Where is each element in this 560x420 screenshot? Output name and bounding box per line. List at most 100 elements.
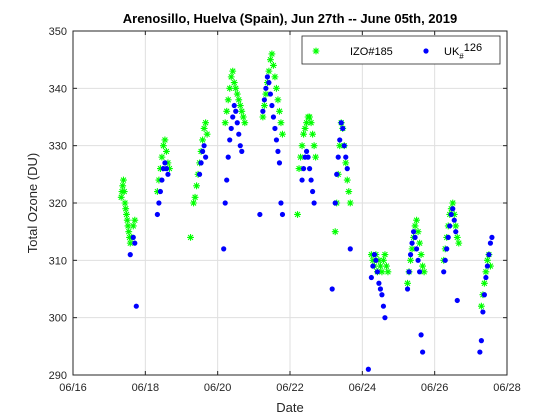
data-point-uk126 (445, 234, 451, 240)
data-point-izo185 (414, 228, 422, 236)
x-tick-label: 06/24 (349, 382, 377, 394)
data-point-izo185 (236, 102, 244, 109)
data-point-izo185 (163, 148, 170, 155)
data-point-uk126 (279, 211, 286, 218)
data-point-uk126 (415, 257, 421, 263)
data-point-uk126 (273, 137, 280, 143)
data-point-izo185 (166, 165, 173, 172)
legend-label-uk126-sup: 126 (464, 42, 482, 54)
data-point-izo185 (482, 268, 490, 276)
data-point-uk126 (196, 171, 203, 177)
data-point-izo185 (453, 234, 461, 241)
data-point-izo185 (295, 165, 303, 172)
data-point-uk126 (130, 234, 136, 240)
y-axis-title: Total Ozone (DU) (25, 153, 40, 253)
data-point-izo185 (384, 268, 392, 276)
data-point-uk126 (442, 257, 448, 263)
data-point-izo185 (273, 84, 280, 92)
data-point-uk126 (222, 200, 228, 206)
data-point-uk126 (413, 246, 420, 252)
data-point-uk126 (416, 269, 423, 275)
data-point-uk126 (257, 211, 263, 218)
data-point-izo185 (369, 256, 377, 264)
data-point-izo185 (241, 119, 249, 127)
data-point-uk126 (269, 102, 275, 109)
x-tick-label: 06/22 (276, 382, 304, 394)
data-point-izo185 (120, 176, 127, 184)
data-point-izo185 (416, 239, 423, 247)
data-point-uk126 (159, 177, 165, 183)
data-point-izo185 (123, 216, 131, 224)
data-point-uk126 (420, 349, 426, 355)
data-point-izo185 (230, 79, 238, 86)
data-point-izo185 (279, 130, 286, 138)
data-point-uk126 (127, 252, 133, 258)
data-point-uk126 (477, 349, 483, 355)
data-point-izo185 (123, 211, 130, 218)
data-point-izo185 (301, 125, 309, 132)
data-point-uk126 (483, 274, 489, 281)
data-point-uk126 (444, 246, 450, 252)
data-point-uk126 (201, 143, 207, 149)
data-point-uk126 (365, 366, 371, 372)
data-point-uk126 (276, 160, 283, 166)
data-point-uk126 (337, 137, 343, 143)
x-tick-label: 06/18 (132, 382, 160, 394)
data-point-izo185 (268, 50, 276, 58)
data-point-uk126 (334, 171, 340, 177)
data-point-uk126 (484, 263, 491, 269)
data-point-uk126 (162, 160, 168, 166)
data-point-uk126 (275, 148, 281, 154)
data-point-izo185 (312, 153, 320, 161)
legend: IZO#185 UK#126 (301, 35, 501, 65)
legend-label-uk126-sub: # (459, 52, 464, 61)
data-point-izo185 (129, 222, 137, 230)
data-point-izo185 (294, 211, 301, 218)
chart-title: Arenosillo, Huelva (Spain), Jun 27th -- … (123, 11, 457, 26)
data-point-izo185 (377, 262, 384, 270)
data-point-uk126 (308, 177, 314, 183)
data-point-izo185 (160, 142, 167, 150)
data-point-izo185 (126, 239, 134, 247)
data-point-izo185 (121, 199, 129, 207)
data-point-izo185 (232, 84, 240, 92)
data-point-uk126 (453, 229, 459, 235)
data-point-izo185 (191, 193, 199, 201)
data-point-uk126 (300, 166, 307, 172)
data-point-izo185 (202, 119, 210, 127)
data-point-uk126 (230, 114, 236, 120)
data-point-uk126 (347, 246, 353, 252)
data-point-izo185 (265, 67, 273, 75)
data-point-izo185 (378, 268, 386, 276)
data-point-izo185 (276, 107, 283, 115)
data-point-izo185 (419, 262, 427, 270)
data-point-izo185 (404, 279, 411, 287)
data-point-izo185 (235, 96, 243, 104)
y-tick-label: 330 (49, 141, 67, 153)
data-point-izo185 (411, 222, 419, 230)
y-tick-label: 310 (49, 255, 67, 267)
legend-box (301, 35, 501, 65)
data-point-uk126 (454, 297, 460, 304)
data-point-uk126 (231, 102, 237, 109)
data-point-izo185 (131, 216, 139, 224)
legend-label-uk126-main: UK (444, 46, 460, 58)
data-point-izo185 (224, 96, 232, 104)
data-point-izo185 (227, 73, 235, 81)
data-point-uk126 (310, 188, 316, 195)
data-point-uk126 (441, 269, 447, 275)
y-tick-label: 350 (49, 26, 67, 38)
data-point-uk126 (154, 211, 160, 218)
x-axis-title: Date (276, 400, 303, 415)
data-point-izo185 (155, 176, 163, 184)
data-point-uk126 (270, 114, 277, 120)
data-point-izo185 (199, 136, 206, 144)
data-point-uk126 (260, 108, 266, 114)
data-point-izo185 (229, 67, 237, 75)
data-point-uk126 (303, 148, 310, 154)
data-point-uk126 (227, 137, 233, 143)
data-point-uk126 (234, 120, 240, 126)
x-tick-label: 06/28 (493, 382, 521, 394)
data-point-uk126 (382, 315, 388, 321)
